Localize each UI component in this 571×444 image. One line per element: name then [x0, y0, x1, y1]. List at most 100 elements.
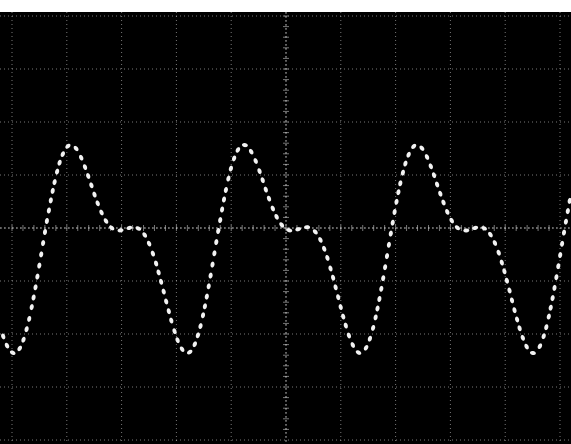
- trace-dot: [567, 197, 571, 204]
- trace-dot: [363, 345, 369, 351]
- trace-dot: [338, 304, 343, 311]
- trace-dot: [179, 346, 185, 352]
- trace-dot: [390, 219, 395, 226]
- trace-dot: [304, 225, 311, 230]
- trace-dot: [29, 304, 34, 311]
- trace-dot: [499, 259, 504, 266]
- trace-dot: [159, 278, 164, 285]
- trace-dot: [266, 195, 272, 202]
- trace-dot: [235, 147, 241, 153]
- trace-dot: [431, 172, 437, 179]
- trace-dot: [17, 345, 23, 352]
- trace-dot: [463, 228, 470, 233]
- trace-dot: [55, 168, 60, 175]
- trace-dot: [286, 228, 293, 233]
- trace-dot: [89, 182, 94, 189]
- trace-dot: [394, 198, 399, 205]
- trace-dot: [472, 225, 479, 230]
- trace-dot: [153, 260, 159, 267]
- trace-dot: [274, 213, 279, 220]
- trace-dot: [381, 275, 386, 282]
- trace-dot: [383, 264, 388, 271]
- trace-dot: [371, 324, 376, 331]
- trace-dot: [396, 189, 401, 196]
- trace-dot: [223, 187, 228, 193]
- trace-dot: [434, 181, 440, 188]
- trace-dot: [379, 285, 384, 292]
- trace-dot: [561, 229, 567, 236]
- trace-dot: [350, 342, 356, 348]
- trace-dot: [156, 269, 161, 276]
- trace-dot: [142, 232, 148, 238]
- trace-dot: [322, 245, 327, 252]
- trace-dot: [318, 237, 323, 243]
- trace-dot: [373, 314, 378, 321]
- trace-dot: [73, 145, 79, 152]
- trace-dot: [161, 288, 166, 295]
- trace-dot: [507, 287, 512, 294]
- trace-dot: [241, 143, 248, 148]
- trace-dot: [92, 191, 97, 198]
- trace-dot: [355, 350, 362, 355]
- trace-dot: [248, 148, 254, 155]
- trace-dot: [95, 200, 100, 207]
- trace-dot: [403, 160, 408, 167]
- trace-dot: [21, 336, 26, 343]
- trace-dot: [441, 199, 446, 206]
- trace-dot: [44, 218, 49, 224]
- trace-dot: [48, 197, 53, 204]
- trace-dot: [552, 284, 557, 291]
- trace-dot: [24, 326, 29, 333]
- trace-dot: [328, 265, 333, 272]
- trace-dot: [270, 205, 275, 212]
- trace-dot: [33, 284, 38, 291]
- trace-dot: [164, 298, 169, 305]
- trace-dot: [377, 296, 382, 302]
- trace-dot: [428, 163, 433, 170]
- trace-dot: [216, 228, 221, 234]
- trace-dot: [226, 175, 231, 182]
- trace-dot: [515, 316, 520, 323]
- waveform-trace: [1, 143, 571, 356]
- trace-dot: [52, 179, 57, 186]
- oscilloscope-screen: [0, 12, 571, 444]
- trace-dot: [46, 207, 51, 214]
- trace-dot: [31, 294, 36, 301]
- trace-dot: [517, 325, 522, 332]
- trace-dot: [398, 180, 403, 187]
- trace-dot: [558, 252, 563, 259]
- trace-dot: [411, 143, 417, 149]
- trace-dot: [346, 332, 352, 339]
- trace-dot: [343, 322, 348, 329]
- trace-dot: [60, 151, 65, 157]
- trace-dot: [481, 226, 487, 231]
- trace-dot: [41, 240, 46, 247]
- trace-dot: [312, 229, 318, 235]
- trace-dot: [333, 284, 338, 291]
- trace-dot: [1, 333, 6, 340]
- trace-dot: [37, 262, 42, 269]
- trace-dot: [231, 155, 237, 162]
- trace-dot: [529, 350, 536, 356]
- trace-dot: [502, 268, 507, 275]
- trace-dot: [520, 334, 525, 341]
- trace-dot: [556, 263, 561, 270]
- trace-dot: [257, 168, 262, 175]
- trace-dot: [86, 173, 91, 179]
- trace-dot: [166, 308, 171, 315]
- trace-dot: [150, 250, 156, 257]
- trace-dot: [336, 294, 341, 301]
- trace-dot: [212, 250, 217, 257]
- trace-dot: [192, 341, 197, 348]
- trace-dot: [195, 332, 201, 339]
- trace-dot: [384, 253, 390, 260]
- trace-dot: [295, 227, 302, 232]
- trace-dot: [496, 249, 501, 256]
- trace-dot: [406, 151, 411, 158]
- trace-dot: [449, 217, 454, 224]
- trace-dot: [35, 273, 40, 280]
- oscilloscope-photo: [0, 12, 571, 444]
- trace-dot: [400, 169, 405, 176]
- trace-dot: [4, 342, 10, 349]
